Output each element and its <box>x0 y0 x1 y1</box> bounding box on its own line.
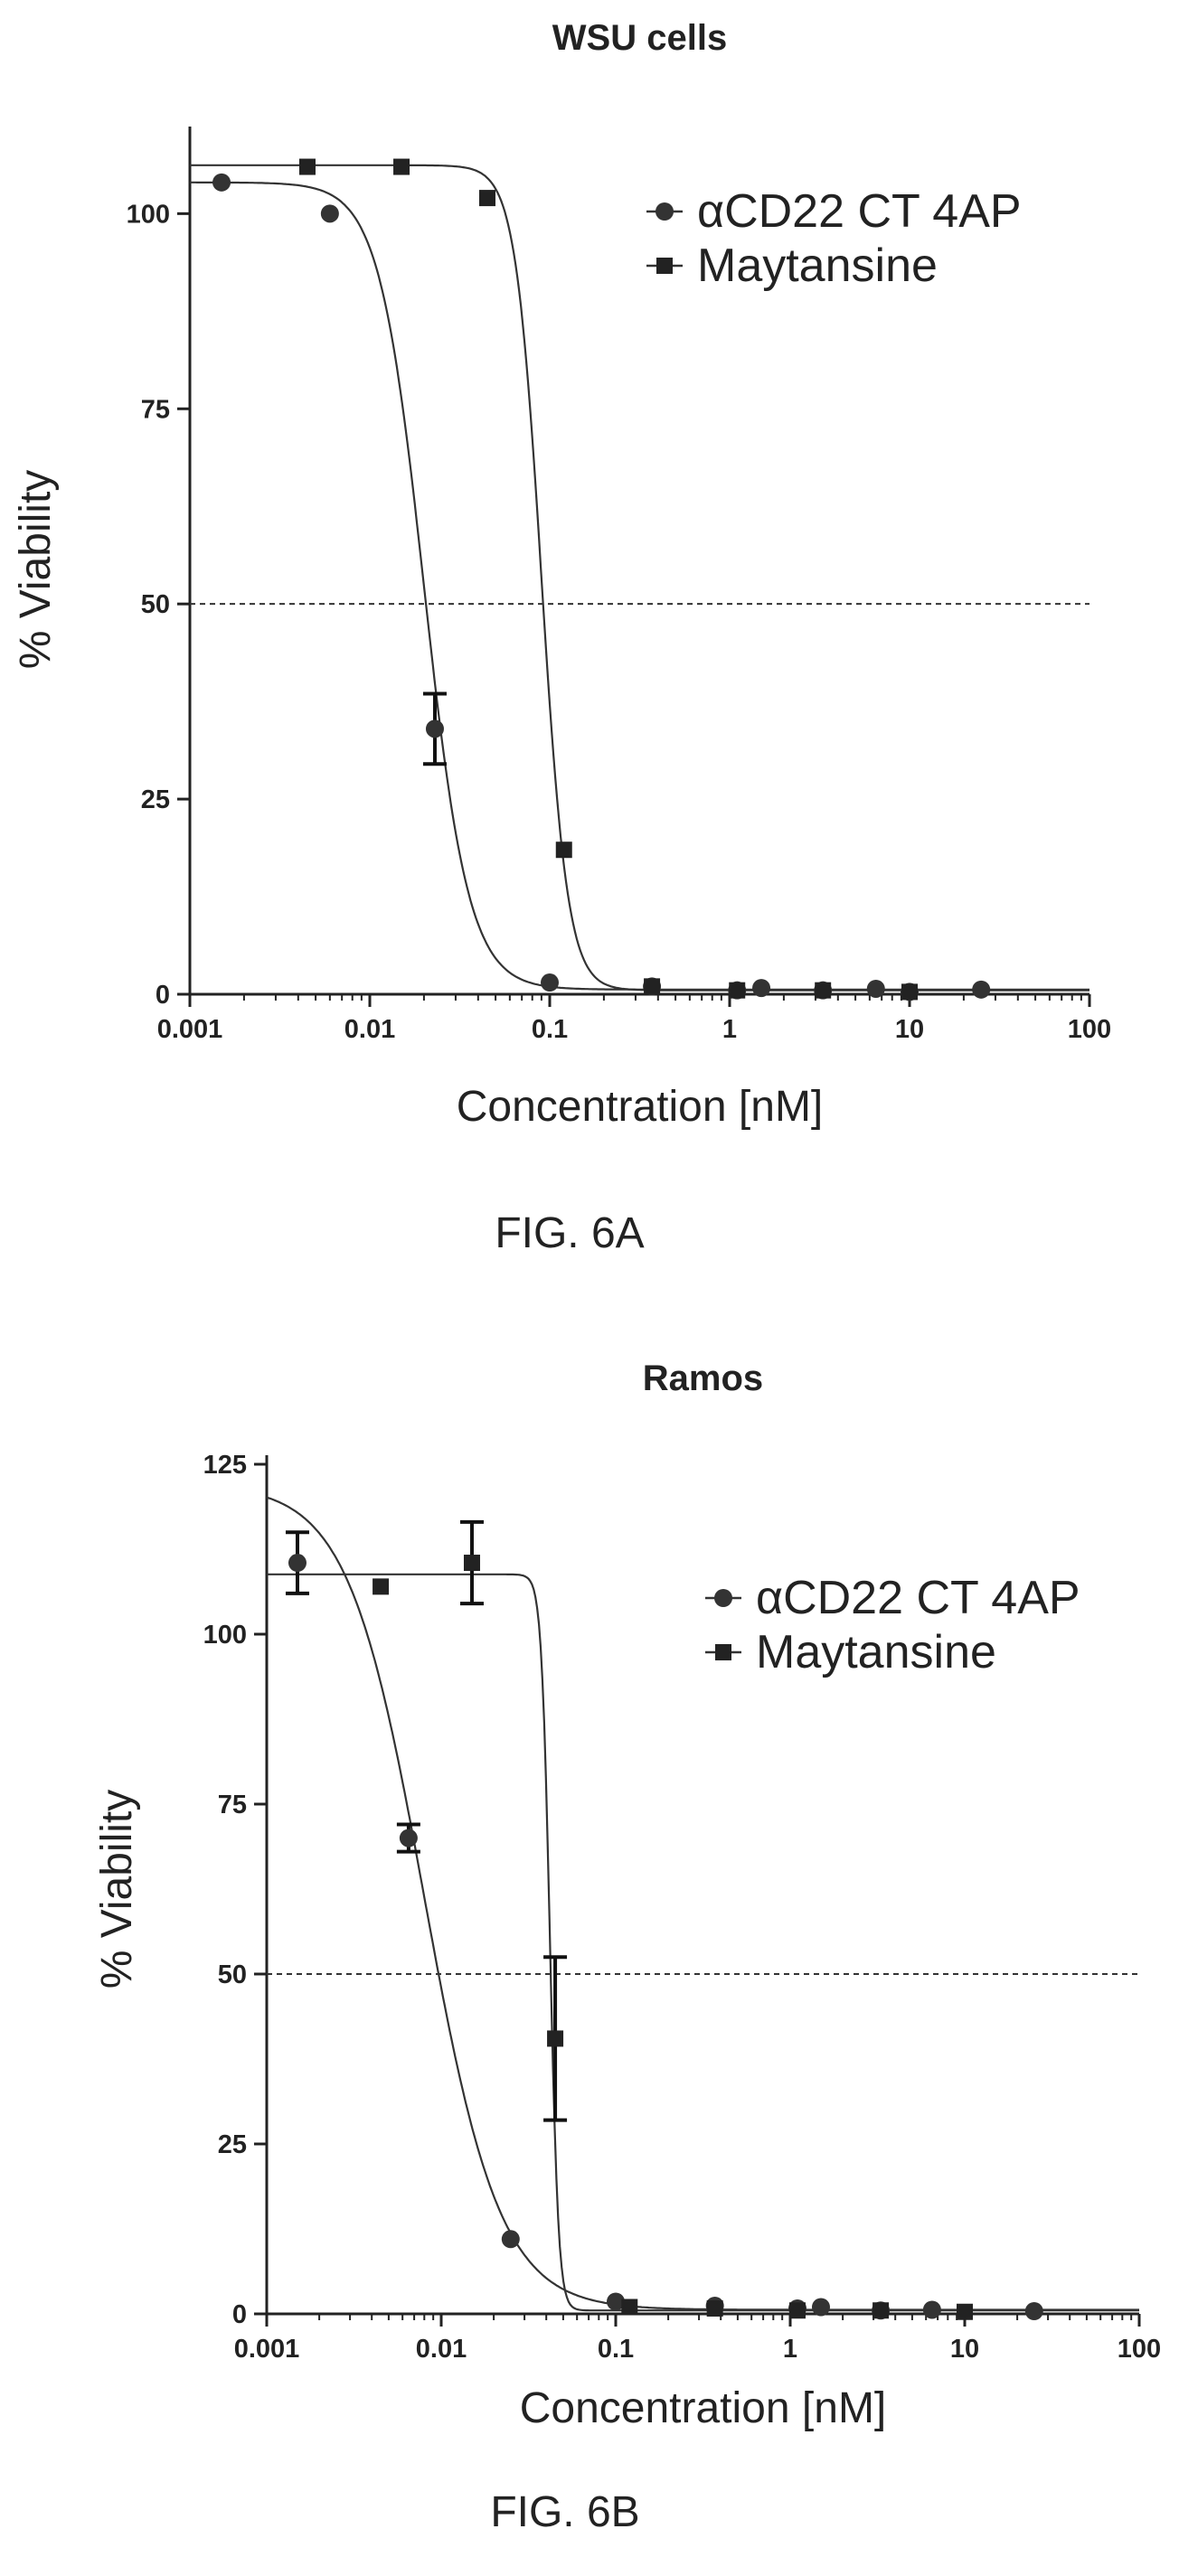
x-tick-label: 0.1 <box>598 2335 634 2364</box>
y-tick-label: 50 <box>218 1960 247 1989</box>
x-tick-label: 0.1 <box>532 1015 568 1044</box>
y-tick-label: 75 <box>218 1791 247 1819</box>
data-point-acd22 <box>607 2292 625 2311</box>
x-tick-label: 10 <box>895 1015 924 1044</box>
x-tick-label: 1 <box>783 2335 797 2364</box>
legend-label-acd22: αCD22 CT 4AP <box>756 1572 1080 1624</box>
x-tick-label: 0.001 <box>234 2335 300 2364</box>
y-tick-label: 50 <box>141 590 170 619</box>
caption-fig-6a: FIG. 6A <box>495 1209 644 1257</box>
x-tick-label: 100 <box>1068 1015 1111 1044</box>
data-point-acd22 <box>866 979 885 998</box>
fit-curve-maytansine <box>190 164 1089 992</box>
caption-fig-6b: FIG. 6B <box>490 2488 639 2536</box>
y-tick-label: 100 <box>127 200 170 229</box>
legend-marker-maytansine <box>715 1644 731 1660</box>
data-point-maytansine <box>373 1578 390 1595</box>
data-point-maytansine <box>547 2030 564 2047</box>
data-point-acd22 <box>288 1554 307 1573</box>
legend-marker-acd22 <box>714 1589 732 1607</box>
data-point-maytansine <box>872 2302 890 2319</box>
legend-label-maytansine: Maytansine <box>697 240 938 292</box>
y-tick-label: 0 <box>156 981 170 1010</box>
y-tick-label: 25 <box>218 2130 247 2159</box>
data-point-acd22 <box>972 980 991 999</box>
x-tick-label: 0.01 <box>344 1015 395 1044</box>
data-point-acd22 <box>501 2230 520 2249</box>
y-axis-label: % Viability <box>12 470 60 670</box>
data-point-acd22 <box>752 979 771 998</box>
legend-marker-maytansine <box>656 258 673 274</box>
x-tick-label: 1 <box>722 1015 737 1044</box>
chart-ramos: Ramos 0 25 50 75 100 125 0.001 0.01 0.1 1 10 100 Conc… <box>93 1359 1161 2432</box>
data-point-maytansine <box>393 158 410 175</box>
y-tick-label: 75 <box>141 395 170 424</box>
data-point-maytansine <box>463 1555 480 1572</box>
chart-title: WSU cells <box>552 18 727 58</box>
legend-marker-acd22 <box>656 202 674 221</box>
x-tick-label: 0.001 <box>157 1015 223 1044</box>
x-tick-label: 100 <box>1118 2335 1161 2364</box>
fit-curve-acd22 <box>190 181 1089 991</box>
data-point-acd22 <box>811 2298 830 2317</box>
data-point-acd22 <box>212 173 231 192</box>
chart-title: Ramos <box>643 1359 763 1398</box>
data-point-maytansine <box>644 978 661 995</box>
x-axis-label: Concentration [nM] <box>520 2384 887 2432</box>
data-point-maytansine <box>555 841 572 859</box>
legend-label-acd22: αCD22 CT 4AP <box>697 185 1022 238</box>
chart-wsu-cells: WSU cells 0 25 50 75 100 0.001 0.01 0.1 1 10 100 Con… <box>12 18 1111 1131</box>
data-point-maytansine <box>901 983 918 1001</box>
data-point-maytansine <box>706 2299 723 2317</box>
data-point-maytansine <box>815 982 832 999</box>
data-point-acd22 <box>1024 2301 1043 2320</box>
data-point-acd22 <box>541 973 559 992</box>
x-axis-label: Concentration [nM] <box>457 1083 824 1131</box>
data-point-maytansine <box>957 2303 973 2320</box>
data-point-maytansine <box>729 982 746 999</box>
data-point-maytansine <box>788 2302 806 2319</box>
y-tick-label: 100 <box>203 1621 247 1650</box>
data-point-maytansine <box>298 158 316 175</box>
y-axis-label: % Viability <box>93 1790 141 1989</box>
fit-curve-maytansine <box>267 1573 1139 2312</box>
y-tick-label: 25 <box>141 785 170 814</box>
data-point-acd22 <box>425 719 444 738</box>
x-tick-label: 0.01 <box>416 2335 467 2364</box>
x-tick-label: 10 <box>950 2335 979 2364</box>
data-point-maytansine <box>478 190 495 207</box>
data-point-acd22 <box>922 2300 941 2319</box>
y-tick-label: 0 <box>232 2300 247 2329</box>
y-tick-label: 125 <box>203 1451 247 1480</box>
data-point-acd22 <box>320 204 339 223</box>
data-point-acd22 <box>399 1829 418 1847</box>
data-point-maytansine <box>621 2299 638 2316</box>
legend-label-maytansine: Maytansine <box>756 1626 996 1678</box>
